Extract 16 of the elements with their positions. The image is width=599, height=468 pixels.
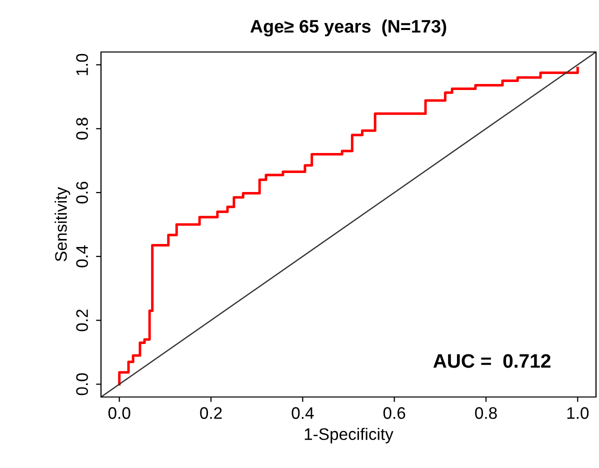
y-tick-label: 0.2 — [76, 310, 88, 332]
x-tick-label: 0.6 — [383, 407, 406, 419]
x-tick-label: 0.2 — [200, 407, 222, 419]
chart-title: Age≥ 65 years (N=173) — [250, 19, 446, 36]
x-tick-label: 0.8 — [475, 407, 497, 419]
x-axis-title: 1-Specificity — [304, 428, 394, 444]
x-tick-label: 0.0 — [108, 407, 130, 419]
y-axis-title: Sensitivity — [54, 187, 70, 262]
y-tick-label: 0.0 — [76, 373, 88, 396]
y-tick-label: 0.6 — [76, 182, 88, 204]
x-tick-label: 1.0 — [567, 407, 589, 419]
y-tick-label: 1.0 — [76, 54, 88, 76]
x-tick-label: 0.4 — [292, 407, 314, 419]
y-tick-label: 0.4 — [76, 245, 88, 268]
y-tick-label: 0.8 — [76, 118, 88, 140]
annotation: AUC = 0.712 — [433, 354, 550, 368]
